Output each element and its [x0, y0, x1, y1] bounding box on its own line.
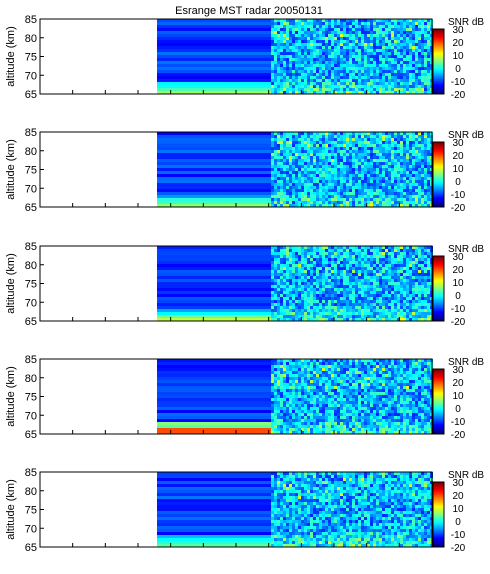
y-tick-label: 70: [25, 70, 37, 82]
colorbar-tick-label: 0: [455, 404, 461, 415]
colorbar-tick-label: 10: [452, 51, 464, 62]
colorbar-label: SNR dB: [448, 130, 484, 141]
colorbar-tick-label: 10: [452, 164, 464, 175]
colorbar-tick-label: -20: [451, 317, 466, 328]
y-tick-label: 80: [25, 486, 37, 498]
colorbar-tick-label: -20: [451, 90, 466, 101]
y-axis-label: altitude (km): [5, 26, 17, 87]
y-axis-label: altitude (km): [5, 139, 17, 200]
y-tick-label: 65: [25, 429, 37, 441]
colorbar-label: SNR dB: [448, 357, 484, 368]
colorbar-tick-label: 0: [455, 517, 461, 528]
panel-3: 65 70 75 80 85 altitude (km) -20 -10 0 10 20 30SNR …: [5, 241, 484, 328]
y-tick-label: 75: [25, 52, 37, 64]
colorbar-tick-label: 20: [452, 491, 464, 502]
y-tick-label: 75: [25, 165, 37, 177]
y-tick-label: 75: [25, 279, 37, 291]
y-tick-label: 85: [25, 241, 37, 253]
y-tick-label: 70: [25, 523, 37, 535]
y-tick-label: 85: [25, 127, 37, 139]
colorbar-tick-label: -10: [451, 304, 466, 315]
colorbar-tick-label: -20: [451, 430, 466, 441]
y-tick-label: 80: [25, 33, 37, 45]
y-tick-label: 65: [25, 316, 37, 328]
colorbar-label: SNR dB: [448, 470, 484, 481]
heatmap-field: [157, 359, 433, 434]
y-tick-label: 85: [25, 14, 37, 26]
colorbar-tick-label: 20: [452, 151, 464, 162]
y-tick-label: 85: [25, 354, 37, 366]
heatmap-field: [157, 132, 433, 207]
colorbar-tick-label: -20: [451, 543, 466, 554]
colorbar-tick-label: 10: [452, 278, 464, 289]
panel-5: 65 70 75 80 85 altitude (km) -20 -10 0 10 20 30SNR …: [5, 467, 484, 554]
colorbar-tick-label: 30: [452, 138, 464, 149]
colorbar-tick-label: 30: [452, 252, 464, 263]
colorbar-tick-label: 20: [452, 378, 464, 389]
colorbar-tick-label: -10: [451, 77, 466, 88]
y-axis-label: altitude (km): [5, 479, 17, 540]
y-tick-label: 85: [25, 467, 37, 479]
colorbar-tick-label: 0: [455, 64, 461, 75]
colorbar-tick-label: 30: [452, 25, 464, 36]
figure-title: Esrange MST radar 20050131: [175, 5, 323, 17]
panel-1: 65 70 75 80 85 altitude (km) -20 -10 0 10 20 30SNR …: [5, 14, 484, 101]
y-tick-label: 65: [25, 542, 37, 554]
y-tick-label: 75: [25, 392, 37, 404]
y-tick-label: 70: [25, 183, 37, 195]
panel-4: 65 70 75 80 85 altitude (km) -20 -10 0 10 20 30SNR …: [5, 354, 484, 441]
y-tick-label: 70: [25, 297, 37, 309]
colorbar-tick-label: 0: [455, 291, 461, 302]
colorbar-tick-label: 20: [452, 38, 464, 49]
y-tick-label: 65: [25, 89, 37, 101]
y-tick-label: 65: [25, 202, 37, 214]
colorbar-label: SNR dB: [448, 244, 484, 255]
colorbar-tick-label: -10: [451, 530, 466, 541]
y-tick-label: 80: [25, 373, 37, 385]
colorbar-label: SNR dB: [448, 17, 484, 28]
colorbar-tick-label: -20: [451, 203, 466, 214]
heatmap-field: [157, 19, 433, 94]
y-axis-label: altitude (km): [5, 366, 17, 427]
colorbar-tick-label: 0: [455, 177, 461, 188]
colorbar-tick-label: -10: [451, 190, 466, 201]
y-tick-label: 75: [25, 505, 37, 517]
colorbar-tick-label: -10: [451, 417, 466, 428]
heatmap-field: [157, 246, 433, 321]
y-tick-label: 80: [25, 146, 37, 158]
panel-2: 65 70 75 80 85 altitude (km) -20 -10 0 10 20 30SNR …: [5, 127, 484, 214]
y-tick-label: 70: [25, 410, 37, 422]
colorbar-tick-label: 20: [452, 265, 464, 276]
colorbar-tick-label: 10: [452, 391, 464, 402]
colorbar-tick-label: 30: [452, 478, 464, 489]
colorbar-tick-label: 10: [452, 504, 464, 515]
heatmap-field: [157, 472, 433, 547]
y-axis-label: altitude (km): [5, 253, 17, 314]
colorbar-tick-label: 30: [452, 365, 464, 376]
y-tick-label: 80: [25, 260, 37, 272]
